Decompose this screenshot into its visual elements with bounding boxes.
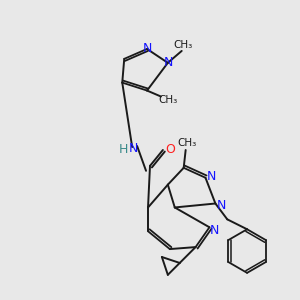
Text: N: N (210, 224, 219, 237)
Text: CH₃: CH₃ (173, 40, 192, 50)
Text: O: O (165, 142, 175, 155)
Text: H: H (118, 142, 128, 155)
Text: N: N (142, 42, 152, 56)
Text: N: N (128, 142, 138, 154)
Text: CH₃: CH₃ (158, 95, 178, 106)
Text: CH₃: CH₃ (177, 138, 196, 148)
Text: N: N (217, 199, 226, 212)
Text: N: N (164, 56, 173, 69)
Text: N: N (207, 170, 216, 183)
